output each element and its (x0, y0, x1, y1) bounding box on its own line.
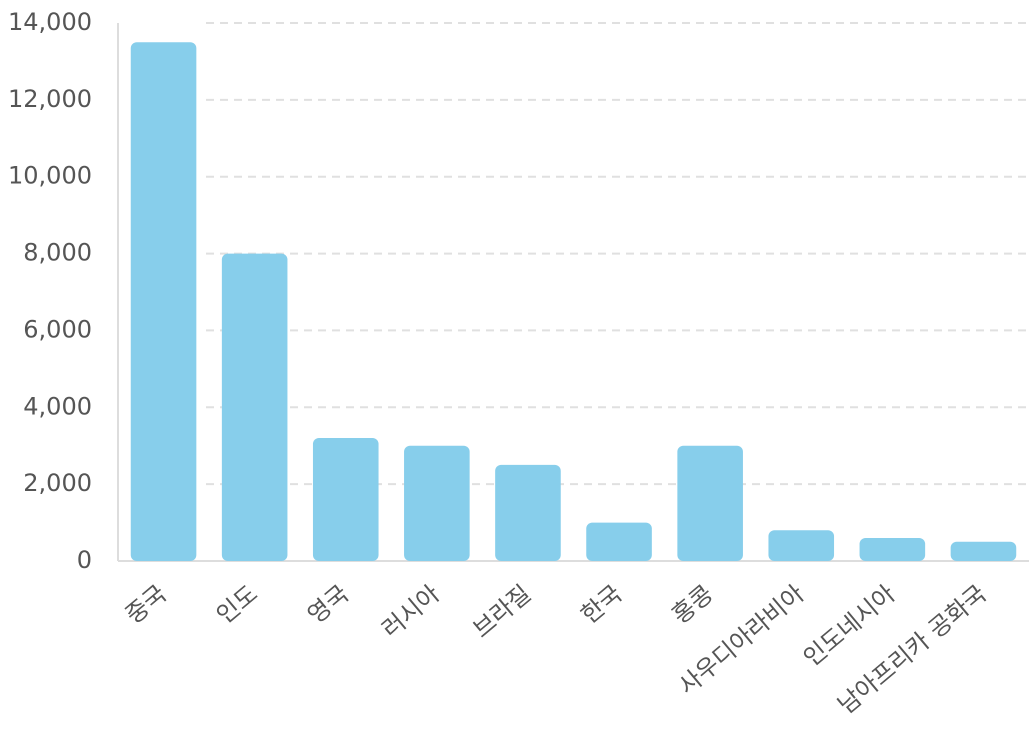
y-tick-label: 2,000 (23, 469, 92, 497)
bar (950, 541, 1017, 561)
x-tick-label: 러시아 (376, 580, 445, 644)
y-tick-label: 6,000 (23, 315, 92, 343)
bar (221, 253, 288, 562)
bar (677, 445, 743, 561)
x-tick-label: 브라질 (468, 580, 537, 644)
y-tick-label: 10,000 (8, 162, 92, 190)
x-tick-label: 영국 (302, 580, 354, 630)
x-tick-label: 중국 (120, 580, 172, 630)
bar (495, 464, 561, 561)
x-tick-label: 인도 (211, 580, 263, 630)
bar (586, 522, 652, 561)
y-tick-label: 14,000 (8, 8, 92, 36)
y-tick-label: 4,000 (23, 392, 92, 420)
bar (130, 42, 197, 561)
y-tick-label: 12,000 (8, 85, 92, 113)
bar (768, 530, 835, 561)
y-tick-label: 8,000 (23, 239, 92, 267)
x-tick-label: 홍콩 (667, 580, 719, 630)
x-tick-label: 한국 (576, 580, 628, 630)
bar (404, 445, 470, 561)
bar (312, 438, 379, 561)
y-tick-label: 0 (77, 546, 92, 574)
bar (859, 537, 926, 561)
